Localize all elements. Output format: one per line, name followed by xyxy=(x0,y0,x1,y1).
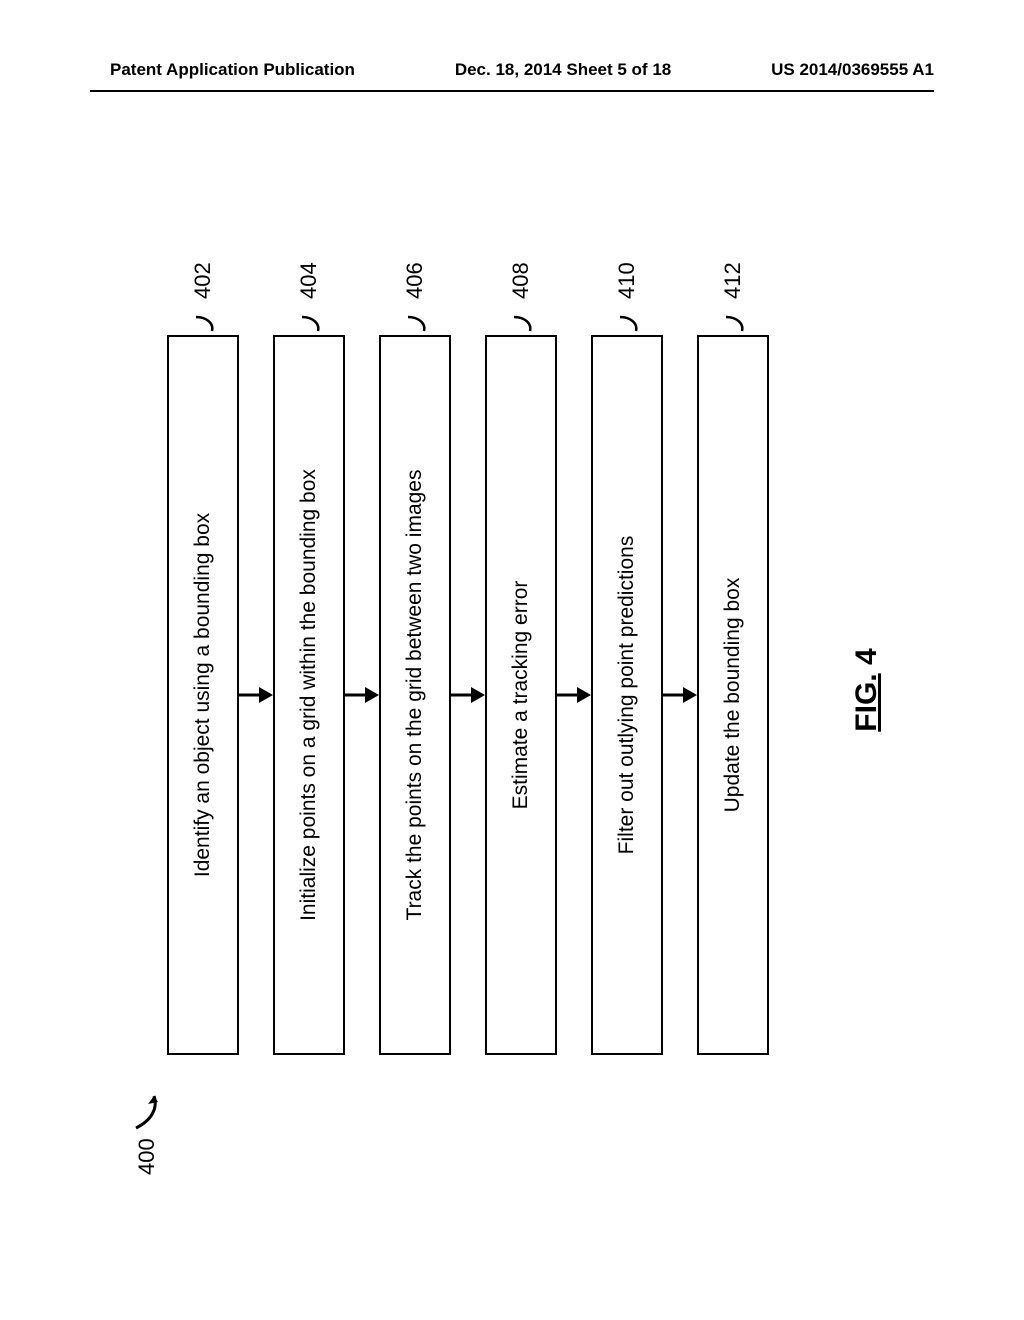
figure-caption: FIG. 4 xyxy=(850,195,884,1185)
flow-step: Update the bounding box412 xyxy=(697,335,769,1055)
flow-arrow-down-icon xyxy=(239,335,273,1055)
flow-step: Identify an object using a bounding box4… xyxy=(167,335,239,1055)
figure-inner: 400 Identify an object using a bounding … xyxy=(132,195,892,1185)
flow-step-box: Initialize points on a grid within the b… xyxy=(273,335,345,1055)
flow-step-ref: 410 xyxy=(612,262,642,333)
flow-step-ref: 402 xyxy=(188,262,218,333)
flow-step: Track the points on the grid between two… xyxy=(379,335,451,1055)
flow-arrow-down-icon xyxy=(451,335,485,1055)
figure-container: 400 Identify an object using a bounding … xyxy=(132,195,892,1185)
flow-step-ref: 412 xyxy=(718,262,748,333)
header-center: Dec. 18, 2014 Sheet 5 of 18 xyxy=(455,60,671,80)
figure-ref-main-number: 400 xyxy=(134,1138,160,1175)
flow-step-ref: 406 xyxy=(400,262,430,333)
flow-step-box: Filter out outlying point predictions xyxy=(591,335,663,1055)
flow-step-box: Update the bounding box xyxy=(697,335,769,1055)
flow-step-ref: 408 xyxy=(506,262,536,333)
flow-step-box: Estimate a tracking error xyxy=(485,335,557,1055)
figure-ref-main: 400 xyxy=(132,1088,162,1175)
figure-caption-prefix: FIG. xyxy=(850,673,883,731)
flow-step: Estimate a tracking error408 xyxy=(485,335,557,1055)
flow-step-box: Track the points on the grid between two… xyxy=(379,335,451,1055)
page-header: Patent Application Publication Dec. 18, … xyxy=(0,60,1024,80)
header-right: US 2014/0369555 A1 xyxy=(771,60,934,80)
header-left: Patent Application Publication xyxy=(110,60,355,80)
flow-step-ref: 404 xyxy=(294,262,324,333)
flow-step: Filter out outlying point predictions410 xyxy=(591,335,663,1055)
flow-step-box: Identify an object using a bounding box xyxy=(167,335,239,1055)
curved-arrow-icon xyxy=(132,1088,162,1132)
figure-caption-number: 4 xyxy=(850,648,883,665)
header-rule xyxy=(90,90,934,92)
flow-arrow-down-icon xyxy=(663,335,697,1055)
flowchart: Identify an object using a bounding box4… xyxy=(167,335,769,1055)
flow-arrow-down-icon xyxy=(557,335,591,1055)
flow-step: Initialize points on a grid within the b… xyxy=(273,335,345,1055)
flow-arrow-down-icon xyxy=(345,335,379,1055)
